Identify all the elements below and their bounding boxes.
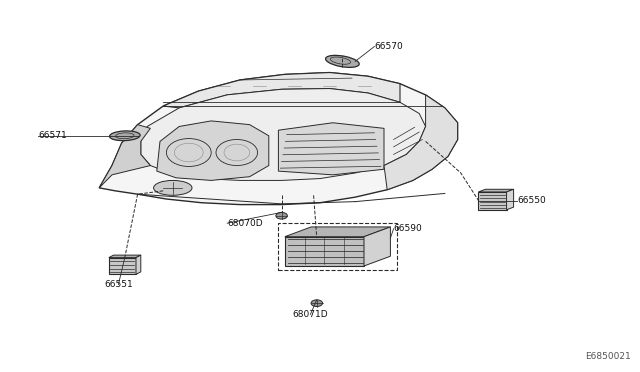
Text: 66550: 66550	[517, 196, 546, 205]
Text: 68071D: 68071D	[292, 310, 328, 319]
Polygon shape	[99, 125, 150, 188]
Text: 66590: 66590	[394, 224, 422, 233]
Polygon shape	[136, 255, 141, 275]
Text: 66571: 66571	[38, 131, 67, 140]
Polygon shape	[109, 255, 141, 257]
Circle shape	[311, 300, 323, 307]
Ellipse shape	[109, 131, 140, 141]
Ellipse shape	[154, 180, 192, 195]
Polygon shape	[109, 257, 136, 275]
Polygon shape	[141, 89, 426, 180]
Polygon shape	[364, 227, 390, 266]
Circle shape	[276, 212, 287, 219]
Polygon shape	[157, 121, 269, 180]
Polygon shape	[507, 189, 514, 210]
Text: 66551: 66551	[104, 280, 132, 289]
Ellipse shape	[326, 55, 359, 67]
Polygon shape	[479, 192, 507, 210]
Text: E6850021: E6850021	[585, 352, 630, 361]
Polygon shape	[278, 123, 384, 175]
Polygon shape	[479, 189, 514, 192]
Text: 68070D: 68070D	[227, 219, 263, 228]
Polygon shape	[285, 237, 364, 266]
Polygon shape	[384, 95, 458, 190]
Text: 66570: 66570	[374, 42, 403, 51]
Polygon shape	[285, 227, 390, 237]
Polygon shape	[163, 73, 400, 108]
Polygon shape	[99, 73, 458, 205]
